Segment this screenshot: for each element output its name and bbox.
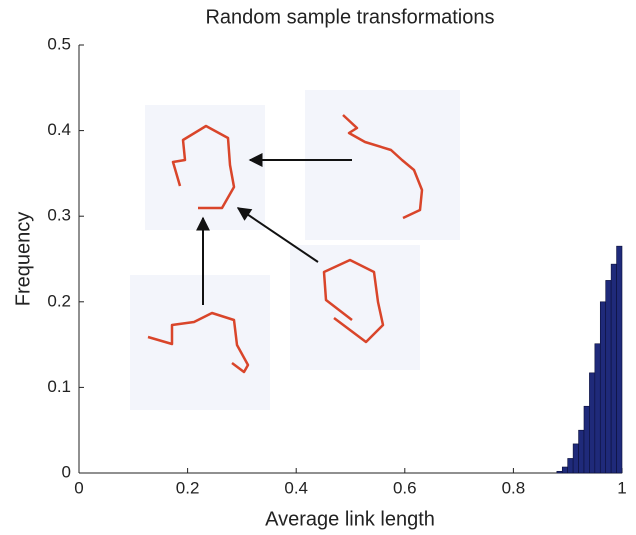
inset-panel [290, 245, 420, 370]
y-tick-label: 0.1 [47, 377, 71, 396]
x-tick-label: 0.6 [393, 478, 417, 497]
bar [616, 245, 623, 474]
y-tick-label: 0 [62, 462, 71, 481]
bar [567, 458, 574, 474]
chain [342, 114, 424, 220]
bar [561, 466, 569, 474]
inset-images [130, 90, 460, 410]
x-axis-label: Average link length [265, 508, 435, 530]
inset-panel [145, 105, 265, 230]
chain [171, 124, 236, 210]
bar [594, 343, 601, 474]
bar [572, 443, 579, 474]
y-tick-label: 0.2 [47, 291, 71, 310]
chain [147, 311, 250, 374]
inset-panel [130, 275, 270, 410]
bar [589, 372, 596, 474]
x-tick-label: 0 [74, 478, 83, 497]
y-tick-label: 0.5 [47, 34, 71, 53]
x-tick-label: 0.8 [502, 478, 526, 497]
bar [556, 470, 563, 474]
chart-title: Random sample transformations [205, 6, 494, 28]
y-tick-label: 0.3 [47, 206, 71, 225]
y-tick-label: 0.4 [47, 120, 71, 139]
y-axis-label: Frequency [12, 212, 34, 307]
inset-panel [305, 90, 460, 240]
bar [610, 263, 617, 474]
bar [583, 405, 590, 474]
arrow [236, 207, 319, 263]
bar [599, 301, 607, 474]
bar [605, 280, 612, 474]
x-tick-label: 0.4 [284, 478, 308, 497]
x-tick-label: 1 [617, 478, 626, 497]
chain [322, 258, 385, 344]
bar [578, 429, 585, 474]
x-tick-label: 0.2 [176, 478, 200, 497]
